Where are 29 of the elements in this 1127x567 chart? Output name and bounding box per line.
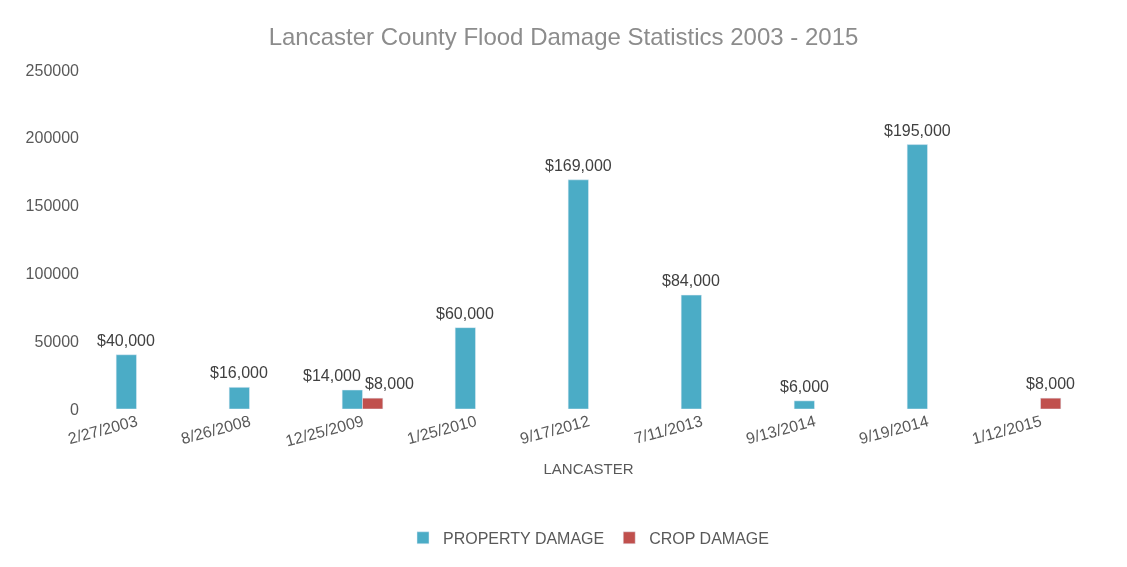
data-label: $14,000 (303, 367, 361, 384)
y-tick-label: 200000 (25, 129, 80, 147)
data-label: $40,000 (97, 332, 155, 349)
data-label: $8,000 (1026, 375, 1076, 392)
legend-label: PROPERTY DAMAGE (443, 530, 605, 548)
y-tick-label: 100000 (25, 265, 80, 282)
bar (1040, 397, 1062, 409)
x-axis-title: LANCASTER (543, 460, 634, 478)
y-tick-label: 150000 (25, 197, 80, 215)
y-tick-label: 50000 (34, 332, 80, 350)
data-label: $195,000 (884, 122, 951, 139)
legend-label: CROP DAMAGE (649, 530, 769, 548)
bar (454, 327, 476, 409)
bar (680, 294, 702, 409)
bar (906, 144, 928, 409)
chart-title: Lancaster County Flood Damage Statistics 2003 - 2015 (268, 23, 859, 51)
bar (793, 400, 815, 409)
bar (115, 354, 137, 409)
x-tick-label: 7/11/2013 (632, 412, 705, 447)
data-label: $169,000 (545, 157, 612, 174)
data-label: $60,000 (436, 305, 494, 322)
bar (228, 387, 250, 409)
bar (567, 179, 589, 409)
y-tick-label: 0 (70, 400, 80, 418)
data-label: $8,000 (365, 375, 415, 392)
data-label: $6,000 (780, 378, 830, 395)
data-label: $84,000 (662, 272, 720, 289)
y-tick-label: 250000 (25, 61, 80, 79)
data-label: $16,000 (210, 364, 268, 381)
